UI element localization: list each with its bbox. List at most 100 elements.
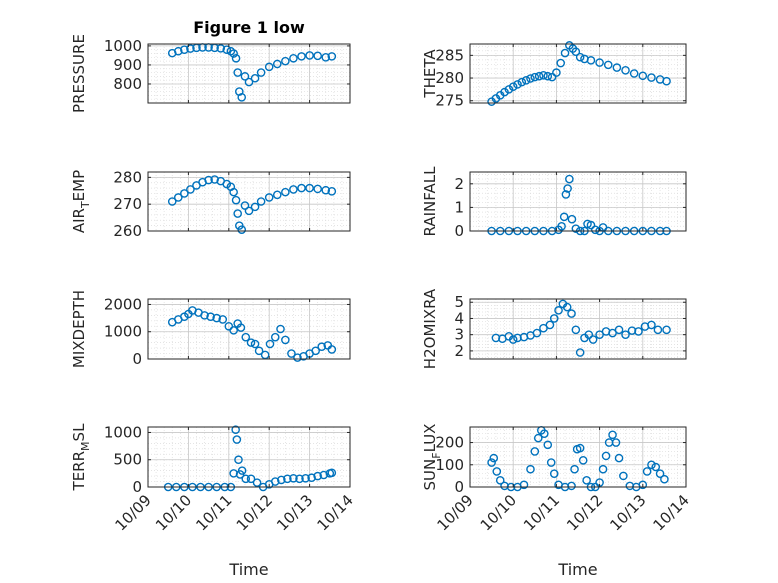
data-point	[642, 467, 652, 476]
data-point	[492, 467, 502, 476]
axes-box	[147, 426, 351, 488]
axes-box	[469, 171, 687, 232]
data-point	[234, 455, 243, 465]
subplot-5-ylabel: MIXDEPTH	[70, 290, 88, 368]
subplot-2-ylabel: THETA	[421, 49, 439, 99]
data-point	[210, 175, 219, 184]
data-point	[231, 195, 241, 205]
data-point	[539, 323, 548, 333]
data-point	[526, 74, 535, 83]
data-point	[240, 72, 250, 81]
data-point	[206, 312, 215, 322]
y-tick-label: 500	[113, 451, 142, 469]
data-point	[327, 52, 337, 61]
data-point	[629, 69, 639, 78]
data-point	[614, 325, 624, 335]
x-axis-label: Time	[228, 560, 268, 579]
data-point	[200, 311, 209, 320]
data-point	[662, 76, 671, 86]
data-point	[277, 475, 286, 485]
y-tick-label: 800	[113, 75, 142, 93]
data-point	[231, 53, 241, 63]
data-point	[495, 476, 505, 485]
y-tick-label: 260	[113, 222, 142, 240]
data-point	[595, 330, 604, 339]
data-point	[313, 184, 322, 194]
data-point	[173, 46, 183, 56]
data-point	[246, 338, 256, 347]
y-tick-label: 4	[454, 309, 464, 327]
data-point	[611, 438, 621, 447]
data-point	[619, 471, 628, 481]
x-tick-label: 10/12	[563, 491, 606, 534]
data-point	[526, 464, 535, 474]
data-point	[584, 330, 594, 339]
data-point	[582, 476, 591, 485]
data-point	[567, 309, 576, 318]
data-point	[560, 48, 570, 58]
data-point	[256, 197, 266, 206]
y-tick-label: 100	[435, 456, 464, 474]
data-point	[543, 440, 553, 450]
data-point	[276, 324, 285, 334]
data-point	[232, 435, 242, 444]
data-point	[265, 339, 275, 349]
data-point	[212, 313, 221, 323]
data-point	[487, 458, 496, 467]
data-point	[240, 201, 250, 210]
data-point	[521, 76, 531, 85]
data-point	[489, 453, 499, 463]
data-point	[297, 183, 306, 193]
data-point	[567, 481, 576, 491]
data-point	[327, 187, 337, 196]
subplot-3: 260 270 280 AIRTEMP	[70, 168, 351, 240]
data-point	[204, 175, 213, 185]
data-point	[571, 325, 581, 335]
data-point	[533, 433, 543, 443]
x-axis-label: Time	[557, 560, 597, 579]
axes-box	[469, 298, 687, 360]
x-tick-label: 10/10	[477, 491, 520, 534]
data-point	[532, 328, 542, 338]
data-point	[647, 73, 656, 82]
y-tick-label: 2	[454, 175, 464, 193]
data-point	[638, 480, 648, 490]
data-point	[272, 59, 282, 69]
data-point	[317, 342, 327, 352]
data-point	[534, 71, 544, 81]
data-point	[305, 183, 314, 193]
data-point	[311, 346, 320, 356]
data-point	[575, 52, 585, 62]
data-point	[530, 447, 540, 456]
data-point	[575, 348, 585, 357]
data-point	[229, 49, 238, 58]
chart-title: Figure 1 low	[193, 18, 305, 37]
axes-box	[469, 43, 687, 104]
data-point	[539, 71, 548, 80]
data-point	[229, 187, 238, 197]
data-point	[500, 87, 509, 97]
data-point	[601, 451, 611, 461]
data-point	[513, 80, 522, 89]
data-point	[321, 53, 331, 62]
data-point	[180, 45, 189, 55]
data-point	[250, 339, 260, 349]
data-point	[545, 320, 555, 330]
data-point	[651, 462, 661, 472]
x-tick-label: 10/09	[112, 491, 155, 534]
data-point	[289, 185, 298, 194]
data-point	[281, 56, 290, 66]
data-point	[236, 323, 246, 332]
data-point	[559, 212, 569, 222]
data-point	[241, 474, 251, 484]
data-point	[614, 453, 624, 463]
data-point	[598, 464, 608, 474]
data-point	[281, 187, 290, 197]
data-point	[237, 466, 247, 475]
y-tick-label: 0	[132, 350, 142, 368]
data-point	[608, 328, 617, 338]
data-point	[313, 51, 322, 61]
data-point	[241, 332, 251, 342]
y-tick-label: 280	[113, 168, 142, 186]
